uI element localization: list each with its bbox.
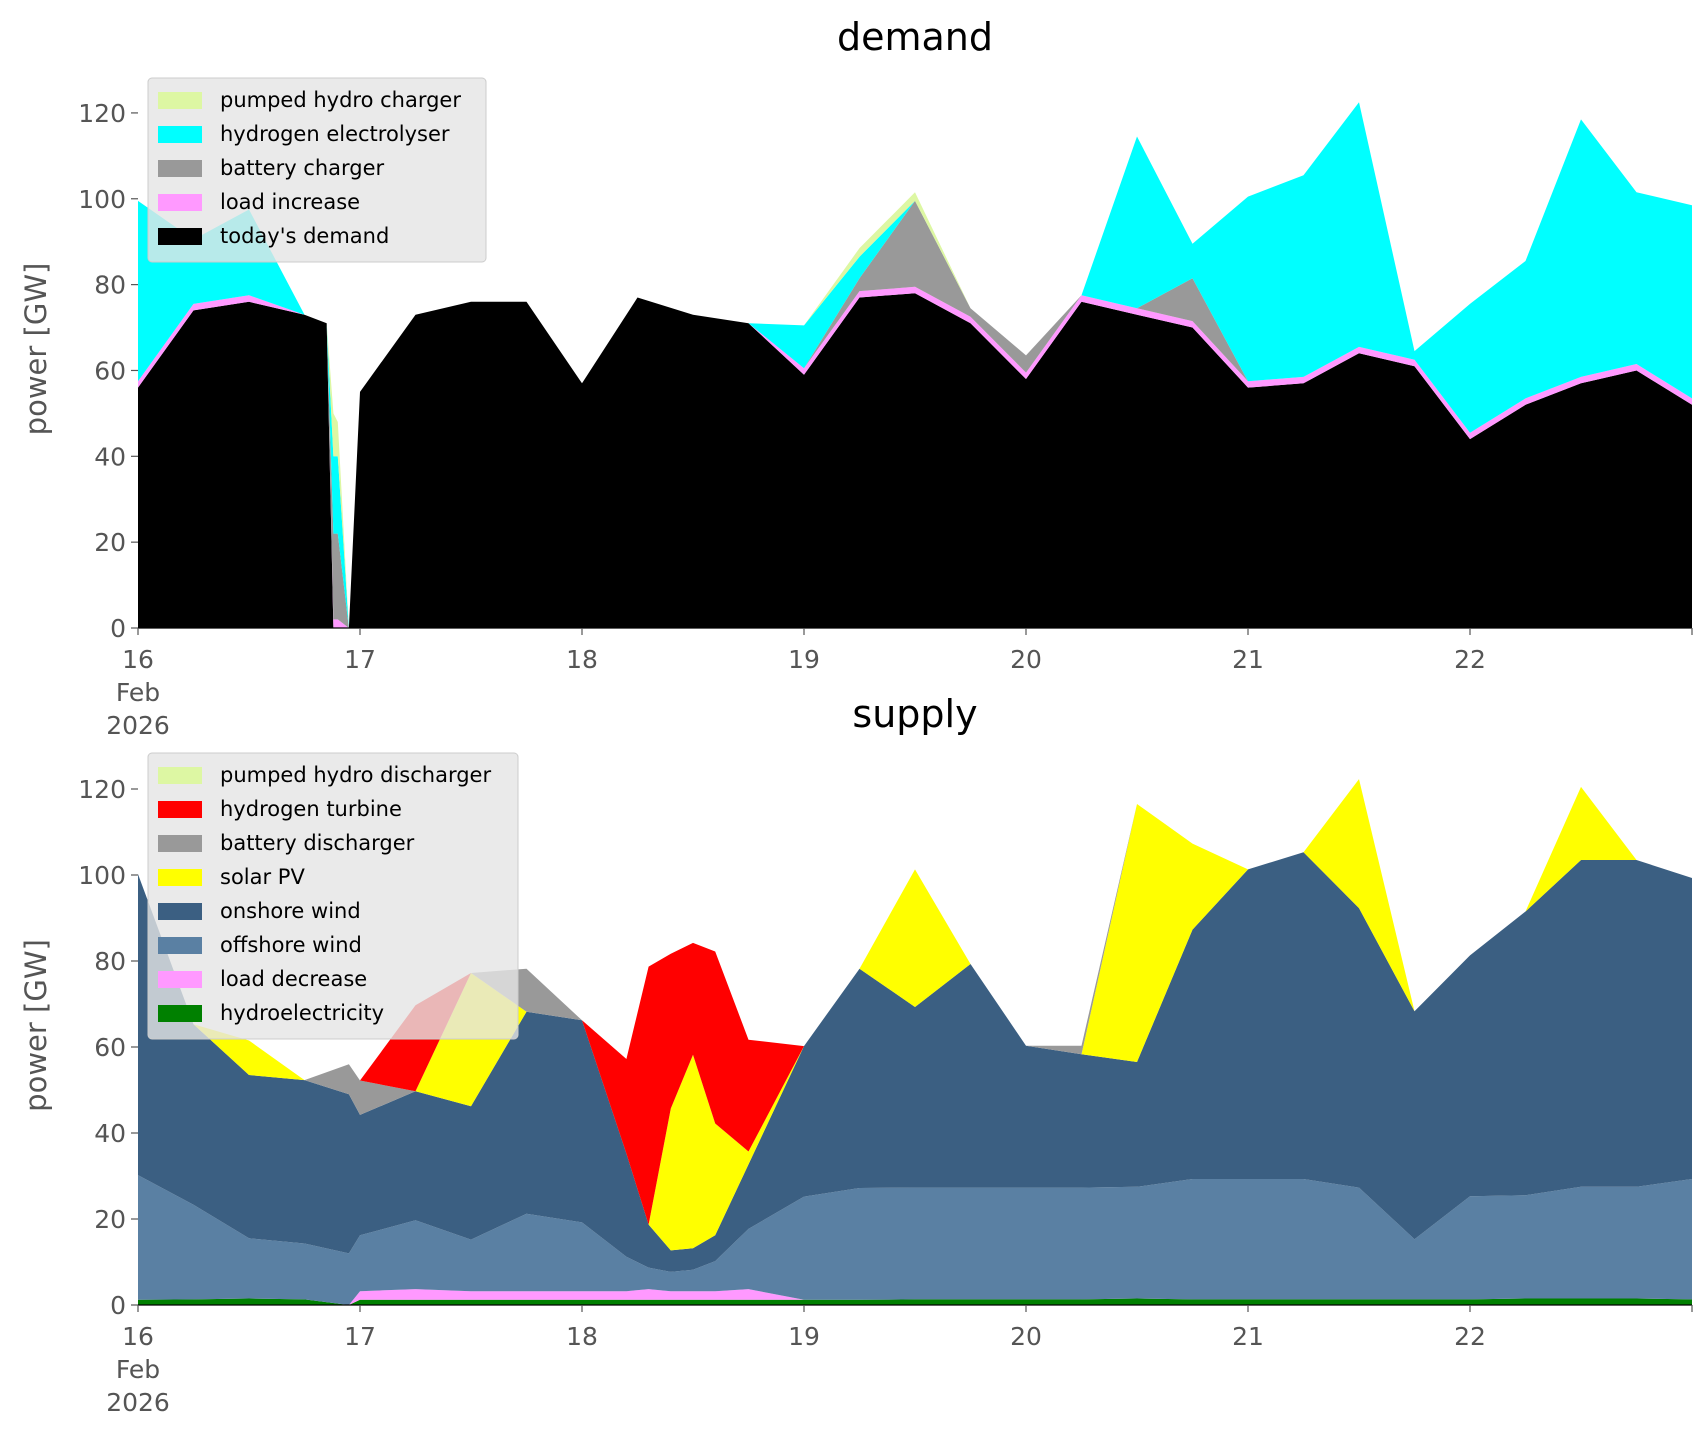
legend-label: hydrogen turbine	[220, 797, 402, 821]
y-tick-label: 20	[94, 528, 126, 557]
legend-swatch	[158, 801, 202, 818]
legend-label: pumped hydro discharger	[220, 763, 491, 787]
x-tick-label: 2026	[106, 711, 170, 740]
legend-label: hydroelectricity	[220, 1001, 384, 1025]
legend-swatch	[158, 1005, 202, 1022]
y-tick-label: 120	[78, 99, 126, 128]
area-hydroelectricity	[138, 1298, 1692, 1305]
area-onshore-wind	[138, 852, 1692, 1272]
y-tick-label: 60	[94, 1033, 126, 1062]
legend-swatch	[158, 194, 202, 211]
legend-label: offshore wind	[220, 933, 362, 957]
x-tick-label: 2026	[106, 1388, 170, 1417]
y-tick-label: 120	[78, 775, 126, 804]
legend-swatch	[158, 767, 202, 784]
legend-swatch	[158, 160, 202, 177]
x-tick-label: 16	[122, 1322, 154, 1351]
legend-swatch	[158, 869, 202, 886]
legend-label: hydrogen electrolyser	[220, 122, 450, 146]
area-hydrogen-electrolyser	[138, 102, 1692, 628]
legend-label: load increase	[220, 190, 360, 214]
x-tick-label: Feb	[116, 1355, 160, 1384]
y-tick-label: 60	[94, 356, 126, 385]
x-tick-label: 20	[1010, 645, 1042, 674]
legend-label: pumped hydro charger	[220, 88, 461, 112]
x-tick-label: 21	[1232, 645, 1264, 674]
x-tick-label: 18	[566, 645, 598, 674]
area-today-s-demand	[138, 293, 1692, 628]
legend: pumped hydro charger hydrogen electrolyse…	[147, 77, 487, 263]
supply-panel: supply 0 20 40 60 80 100 120 power [GW] 16 Feb 2026…	[19, 692, 1693, 1417]
area-solar-pv	[138, 779, 1692, 1251]
x-tick-label: 21	[1232, 1322, 1264, 1351]
area-battery-charger	[138, 200, 1692, 628]
demand-panel: demand 0 20 40 60 80 100 120 power [GW] 16 Feb 2026…	[19, 15, 1693, 740]
y-tick-label: 40	[94, 1119, 126, 1148]
x-tick-label: 19	[788, 645, 820, 674]
legend-swatch	[158, 971, 202, 988]
x-tick-label: Feb	[116, 678, 160, 707]
x-tick-label: 20	[1010, 1322, 1042, 1351]
x-tick-label: 19	[788, 1322, 820, 1351]
legend-label: solar PV	[220, 865, 305, 889]
legend-swatch	[158, 937, 202, 954]
y-tick-label: 100	[78, 861, 126, 890]
area-series-group	[138, 102, 1692, 628]
legend: pumped hydro discharger hydrogen turbine b…	[147, 752, 519, 1040]
y-tick-label: 0	[110, 614, 126, 643]
y-tick-label: 20	[94, 1205, 126, 1234]
legend-box	[147, 77, 487, 263]
legend-label: battery charger	[220, 156, 385, 180]
legend-swatch	[158, 835, 202, 852]
y-axis-label: power [GW]	[19, 263, 53, 436]
chart-title: demand	[837, 15, 993, 59]
y-tick-label: 0	[110, 1291, 126, 1320]
y-tick-label: 80	[94, 271, 126, 300]
x-tick-label: 16	[122, 645, 154, 674]
x-tick-label: 18	[566, 1322, 598, 1351]
legend-swatch	[158, 92, 202, 109]
y-axis-label: power [GW]	[19, 939, 53, 1112]
y-tick-label: 100	[78, 185, 126, 214]
legend-swatch	[158, 903, 202, 920]
x-tick-label: 22	[1454, 1322, 1486, 1351]
area-load-decrease	[138, 1289, 1692, 1305]
legend-label: today's demand	[220, 224, 389, 248]
legend-label: onshore wind	[220, 899, 361, 923]
legend-label: battery discharger	[220, 831, 415, 855]
legend-swatch	[158, 228, 202, 245]
legend-swatch	[158, 126, 202, 143]
x-tick-label: 17	[344, 645, 376, 674]
x-tick-label: 22	[1454, 645, 1486, 674]
legend-label: load decrease	[220, 967, 367, 991]
y-tick-label: 80	[94, 947, 126, 976]
legend-box	[147, 752, 519, 1040]
x-tick-label: 17	[344, 1322, 376, 1351]
chart-title: supply	[852, 692, 977, 736]
area-offshore-wind	[138, 1175, 1692, 1305]
y-tick-label: 40	[94, 442, 126, 471]
